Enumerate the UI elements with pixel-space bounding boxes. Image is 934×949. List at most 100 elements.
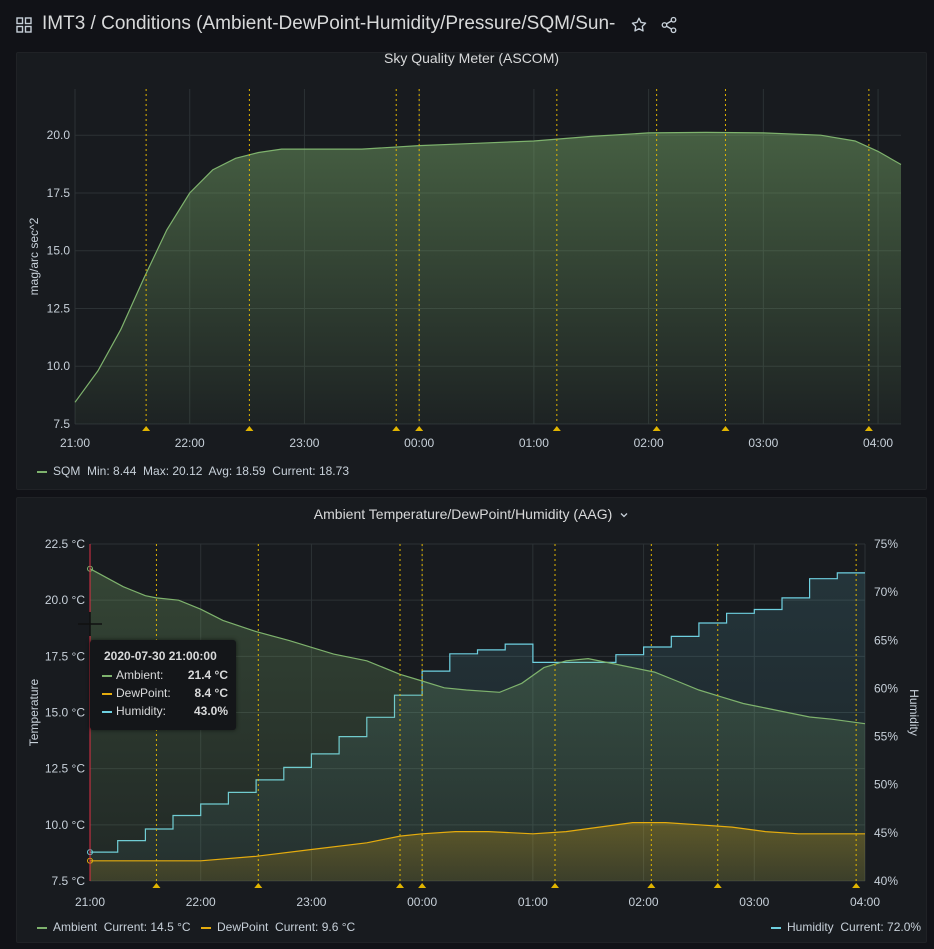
aag-chart[interactable]: 7.5 °C 10.0 °C 12.5 °C 15.0 °C 17.5 °C 20.0 °…: [17, 498, 926, 942]
sqm-y-tick-label: 12.5: [47, 301, 71, 315]
sqm-legend-avg: Avg: 18.59: [208, 464, 266, 478]
tooltip-dewpoint-label: DewPoint:: [116, 686, 171, 700]
sqm-panel-title[interactable]: Sky Quality Meter (ASCOM): [383, 50, 560, 66]
sqm-legend-current: Current: 18.73: [272, 464, 349, 478]
ambient-legend-swatch: [37, 926, 47, 929]
aag-y2-tick-label: 40%: [874, 874, 898, 888]
dewpoint-series-area: [90, 822, 865, 881]
ambient-legend-current: Current: 14.5 °C: [103, 920, 191, 934]
annotation-marker-icon: [142, 426, 151, 431]
dewpoint-legend-current: Current: 9.6 °C: [275, 920, 356, 934]
aag-x-tick-label: 02:00: [629, 895, 659, 909]
annotation-marker-icon: [647, 883, 656, 888]
tooltip-dewpoint-swatch: [102, 693, 112, 695]
star-icon[interactable]: [630, 16, 648, 34]
aag-y-tick-label: 22.5 °C: [45, 537, 85, 551]
aag-panel: Ambient Temperature/DewPoint/Humidity (A…: [16, 497, 927, 943]
grid-icon[interactable]: [16, 17, 32, 33]
aag-y2-tick-label: 55%: [874, 730, 898, 744]
aag-y2-tick-label: 70%: [874, 585, 898, 599]
aag-y-tick-label: 17.5 °C: [45, 649, 85, 663]
tooltip-row-dewpoint: DewPoint: 8.4 °C: [102, 686, 228, 702]
sqm-legend: SQM Min: 8.44 Max: 20.12 Avg: 18.59 Curr…: [37, 464, 349, 478]
sqm-y-tick-label: 7.5: [53, 417, 70, 431]
chevron-down-icon[interactable]: [619, 510, 629, 520]
aag-legend-humidity[interactable]: Humidity Current: 72.0%: [771, 920, 921, 934]
aag-x-tick-label: 01:00: [518, 895, 548, 909]
aag-legend-dewpoint[interactable]: DewPoint Current: 9.6 °C: [201, 920, 355, 934]
sqm-legend-max: Max: 20.12: [143, 464, 203, 478]
aag-y2-tick-label: 50%: [874, 778, 898, 792]
aag-x-tick-label: 21:00: [75, 895, 105, 909]
sqm-series-line: [74, 131, 902, 403]
annotation-marker-icon: [864, 426, 873, 431]
sqm-panel: Sky Quality Meter (ASCOM) 7.5 10.0 12.5 15.…: [16, 50, 927, 490]
dashboard-header: IMT3 / Conditions (Ambient-DewPoint-Humi…: [0, 0, 934, 52]
humidity-legend-current: Current: 72.0%: [840, 920, 922, 934]
aag-y2-tick-label: 75%: [874, 537, 898, 551]
tooltip-ambient-swatch: [102, 675, 112, 677]
aag-y2-tick-label: 65%: [874, 633, 898, 647]
humidity-legend-swatch: [771, 926, 781, 929]
aag-legend-ambient[interactable]: Ambient Current: 14.5 °C: [37, 920, 191, 934]
aag-y-tick-label: 7.5 °C: [52, 874, 86, 888]
sqm-chart[interactable]: 7.5 10.0 12.5 15.0 17.5 20.0 21:00 22:00 23:00 00…: [17, 53, 926, 489]
share-icon[interactable]: [660, 16, 678, 34]
sqm-x-tick-label: 23:00: [289, 436, 319, 450]
dewpoint-legend-name: DewPoint: [217, 920, 269, 934]
aag-x-tick-label: 00:00: [407, 895, 437, 909]
tooltip-row-ambient: Ambient: 21.4 °C: [102, 668, 228, 684]
sqm-y-tick-label: 17.5: [47, 186, 71, 200]
sqm-series-area: [75, 132, 901, 424]
sqm-x-tick-label: 00:00: [404, 436, 434, 450]
annotation-marker-icon: [245, 426, 254, 431]
tooltip-humidity-value: 43.0%: [193, 704, 228, 718]
tooltip-dewpoint-value: 8.4 °C: [194, 686, 228, 700]
aag-x-tick-label: 22:00: [186, 895, 216, 909]
ambient-series-line: [89, 568, 866, 725]
sqm-x-tick-label: 01:00: [519, 436, 549, 450]
tooltip-time: 2020-07-30 21:00:00: [104, 649, 217, 663]
sqm-y-axis-label: mag/arc sec^2: [27, 217, 41, 295]
annotation-marker-icon: [396, 883, 404, 888]
ambient-legend-name: Ambient: [53, 920, 98, 934]
annotation-marker-icon: [415, 426, 424, 431]
dashboard-title[interactable]: IMT3 / Conditions (Ambient-DewPoint-Humi…: [42, 13, 616, 34]
tooltip-humidity-label: Humidity:: [116, 704, 167, 718]
sqm-y-tick-label: 15.0: [47, 244, 71, 258]
aag-y-axis-label: Temperature: [27, 678, 41, 746]
aag-y2-axis-label: Humidity: [907, 689, 921, 736]
annotation-marker-icon: [418, 883, 427, 888]
aag-panel-title-text: Ambient Temperature/DewPoint/Humidity (A…: [313, 506, 613, 522]
annotation-marker-icon: [652, 426, 661, 431]
aag-x-tick-label: 04:00: [850, 895, 880, 909]
annotation-marker-icon: [152, 883, 161, 888]
aag-panel-title[interactable]: Ambient Temperature/DewPoint/Humidity (A…: [17, 506, 926, 522]
sqm-y-tick-label: 10.0: [47, 359, 71, 373]
humidity-legend-name: Humidity: [787, 920, 834, 934]
aag-y2-tick-label: 60%: [874, 681, 898, 695]
annotation-marker-icon: [551, 883, 559, 888]
annotation-marker-icon: [721, 426, 730, 431]
sqm-x-tick-label: 02:00: [634, 436, 664, 450]
sqm-x-tick-label: 21:00: [60, 436, 90, 450]
annotation-marker-icon: [254, 883, 263, 888]
aag-y-tick-label: 10.0 °C: [45, 818, 85, 832]
aag-y-tick-label: 12.5 °C: [45, 762, 85, 776]
sqm-legend-series[interactable]: SQM: [53, 464, 81, 478]
tooltip-ambient-label: Ambient:: [116, 668, 164, 682]
tooltip-ambient-value: 21.4 °C: [187, 668, 228, 682]
annotation-marker-icon: [392, 426, 401, 431]
sqm-legend-swatch: [37, 470, 47, 473]
tooltip-humidity-swatch: [102, 711, 112, 713]
tooltip-row-humidity: Humidity: 43.0%: [102, 704, 228, 720]
ambient-series-area: [90, 568, 865, 881]
sqm-y-tick-label: 20.0: [47, 128, 71, 142]
sqm-legend-min: Min: 8.44: [87, 464, 137, 478]
annotation-marker-icon: [713, 883, 722, 888]
annotation-marker-icon: [552, 426, 561, 431]
sqm-x-tick-label: 22:00: [175, 436, 205, 450]
sqm-x-tick-label: 03:00: [748, 436, 778, 450]
dewpoint-legend-swatch: [201, 926, 211, 929]
annotation-marker-icon: [852, 883, 861, 888]
